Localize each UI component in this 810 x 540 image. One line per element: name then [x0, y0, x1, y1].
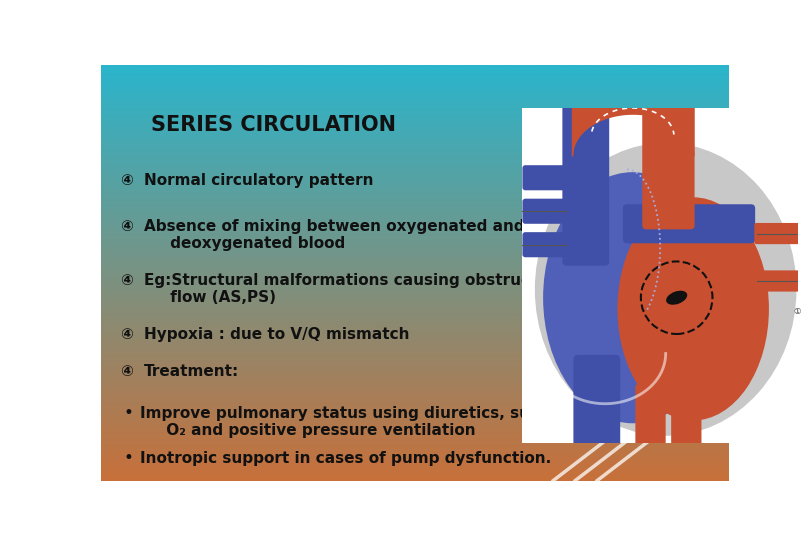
Text: Normal circulatory pattern: Normal circulatory pattern	[144, 173, 373, 188]
FancyBboxPatch shape	[754, 271, 800, 292]
Text: ④: ④	[120, 273, 133, 288]
Text: ④: ④	[120, 327, 133, 342]
Ellipse shape	[535, 143, 796, 436]
Text: ①: ①	[794, 307, 801, 316]
Text: SERIES CIRCULATION: SERIES CIRCULATION	[151, 114, 396, 134]
FancyBboxPatch shape	[635, 384, 666, 445]
Text: Absence of mixing between oxygenated and
     deoxygenated blood: Absence of mixing between oxygenated and…	[144, 219, 525, 251]
Ellipse shape	[666, 291, 687, 305]
FancyBboxPatch shape	[573, 355, 620, 447]
Text: ④: ④	[120, 219, 133, 234]
Text: Hypoxia : due to V/Q mismatch: Hypoxia : due to V/Q mismatch	[144, 327, 409, 342]
FancyBboxPatch shape	[671, 384, 701, 445]
Text: Improve pulmonary status using diuretics, supplemental
     O₂ and positive pres: Improve pulmonary status using diuretics…	[140, 406, 628, 438]
Text: ④: ④	[120, 173, 133, 188]
Text: Eg:Structural malformations causing obstruction to blood
     flow (AS,PS): Eg:Structural malformations causing obst…	[144, 273, 639, 305]
Ellipse shape	[617, 197, 769, 421]
Text: •: •	[123, 449, 133, 468]
FancyBboxPatch shape	[522, 199, 569, 224]
Ellipse shape	[543, 172, 723, 423]
Text: Inotropic support in cases of pump dysfunction.: Inotropic support in cases of pump dysfu…	[140, 451, 552, 467]
Text: •: •	[123, 404, 133, 422]
FancyBboxPatch shape	[754, 223, 800, 244]
FancyBboxPatch shape	[623, 204, 755, 244]
Text: ④: ④	[120, 364, 133, 379]
FancyBboxPatch shape	[562, 104, 609, 266]
FancyBboxPatch shape	[522, 165, 569, 190]
Text: Treatment:: Treatment:	[144, 364, 239, 379]
FancyBboxPatch shape	[522, 232, 569, 257]
FancyBboxPatch shape	[642, 104, 695, 230]
